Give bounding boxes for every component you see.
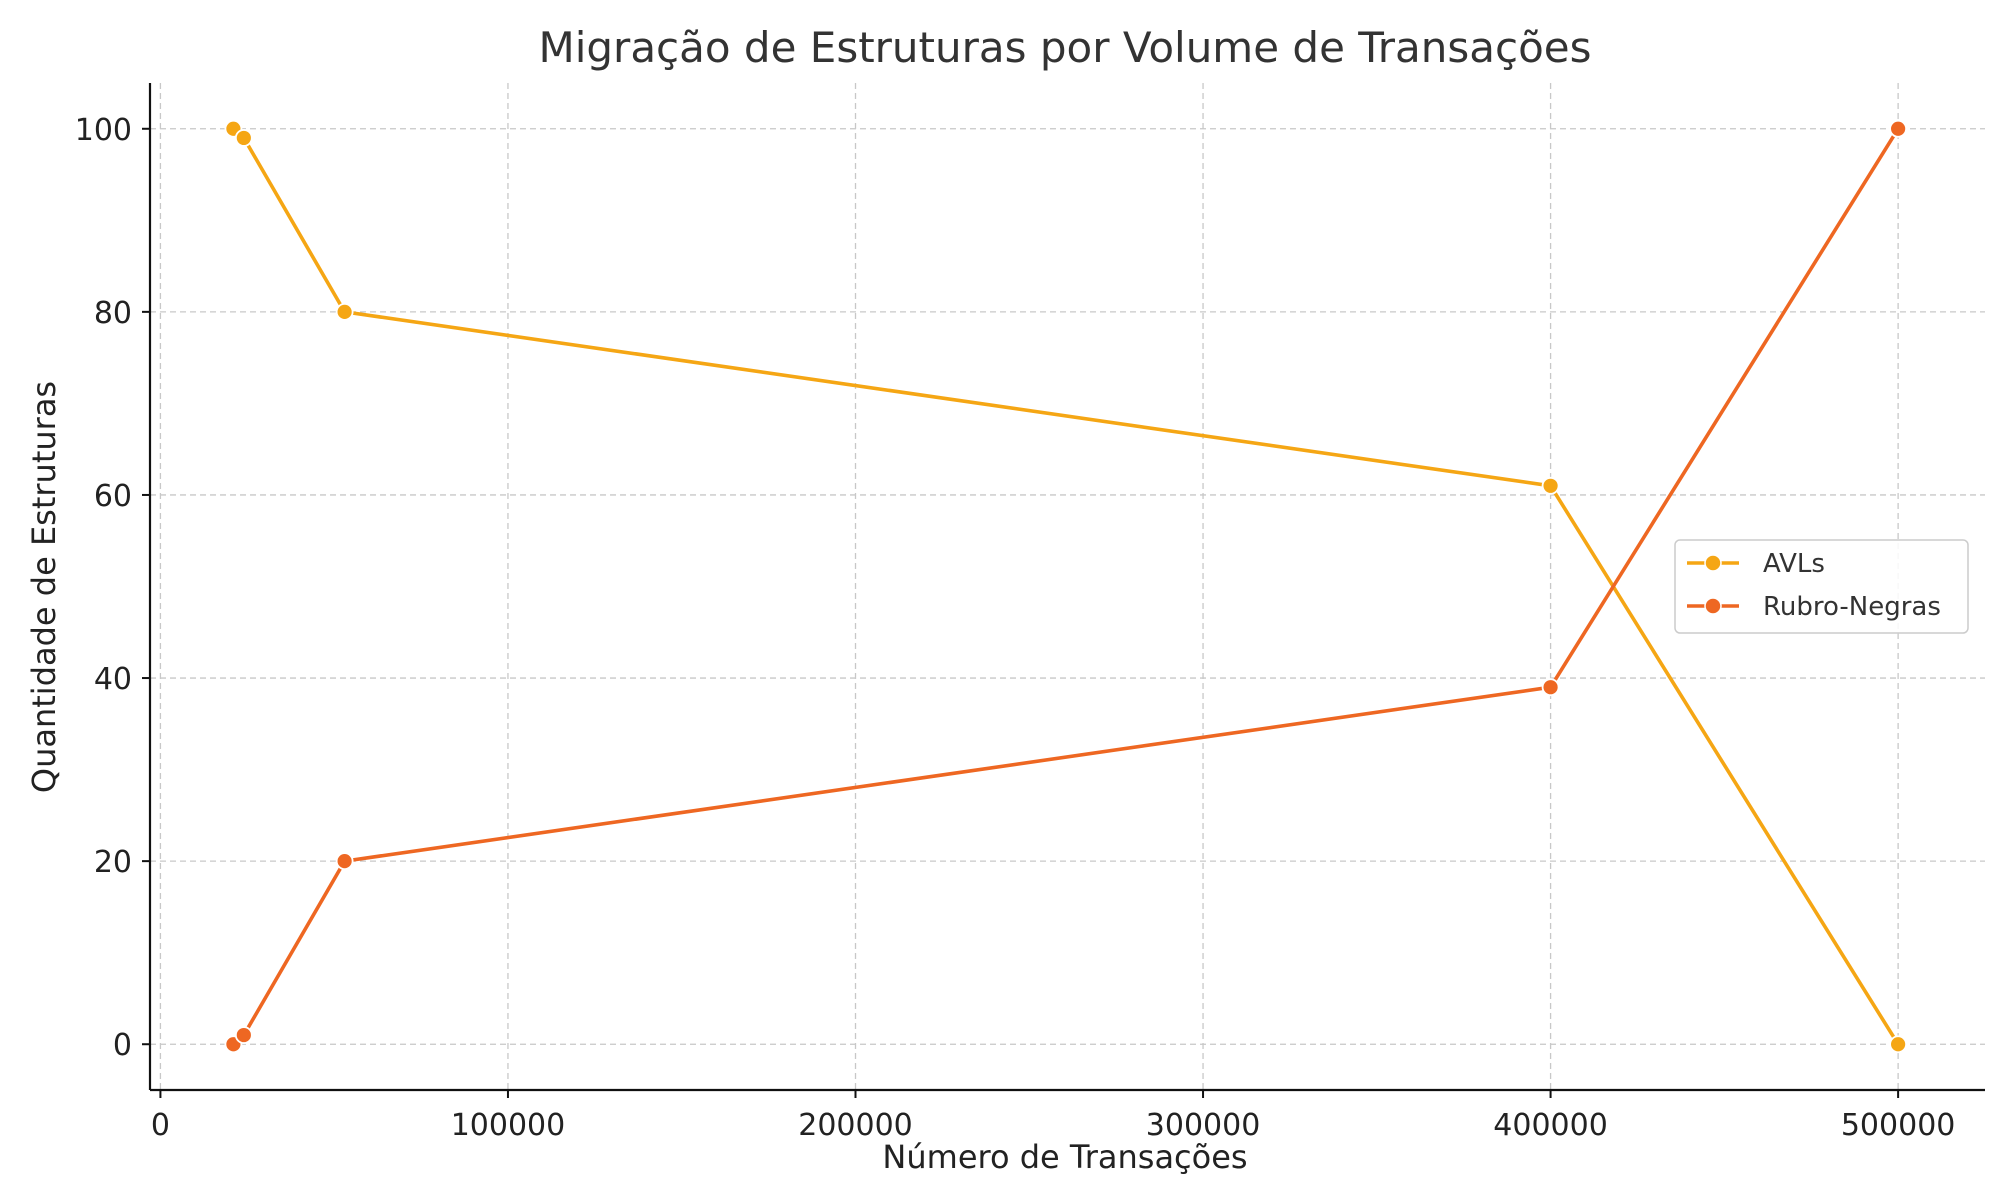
- legend-swatch-marker: [1704, 554, 1722, 572]
- y-tick-label: 0: [113, 1028, 132, 1063]
- data-point-rubro-negras: [1889, 119, 1908, 138]
- legend-label: Rubro-Negras: [1763, 592, 1941, 622]
- x-axis-label: Número de Transações: [882, 1138, 1247, 1176]
- x-tick-label: 400000: [1493, 1108, 1608, 1143]
- y-axis-label: Quantidade de Estruturas: [25, 381, 63, 793]
- data-point-rubro-negras: [234, 1026, 253, 1044]
- series-line-avls: [232, 127, 1900, 1046]
- y-tick-label: 80: [94, 296, 132, 331]
- y-tick-label: 60: [94, 479, 132, 514]
- series-rubro-negras: [224, 119, 1908, 1054]
- series-layer: [224, 119, 1908, 1054]
- series-avls: [224, 119, 1908, 1054]
- data-point-avls: [1541, 476, 1560, 495]
- x-tick-label: 300000: [1146, 1108, 1261, 1143]
- data-point-avls: [234, 129, 253, 147]
- x-tick-label: 500000: [1841, 1108, 1956, 1143]
- x-tick-label: 200000: [798, 1108, 913, 1143]
- axes: [148, 83, 1985, 1092]
- legend-label: AVLs: [1763, 549, 1825, 579]
- x-tick-label: 0: [151, 1108, 170, 1143]
- legend-item-rubro-negras: Rubro-Negras: [1687, 592, 1941, 622]
- x-tick-label: 100000: [451, 1108, 566, 1143]
- data-point-avls: [335, 302, 354, 321]
- legend: AVLs Rubro-Negras: [1674, 539, 1969, 634]
- tick-labels: 0 100000 200000 300000 400000 500000 0 20 40 60 80…: [75, 113, 1956, 1143]
- y-tick-label: 100: [75, 113, 132, 148]
- data-point-rubro-negras: [335, 852, 354, 871]
- series-line-rubro-negras: [232, 127, 1900, 1046]
- data-point-rubro-negras: [1541, 678, 1560, 697]
- legend-item-avls: AVLs: [1687, 549, 1825, 579]
- y-tick-label: 20: [94, 845, 132, 880]
- data-point-avls: [1889, 1035, 1908, 1054]
- y-tick-label: 40: [94, 662, 132, 697]
- chart-title: Migração de Estruturas por Volume de Tra…: [538, 23, 1591, 72]
- legend-swatch-marker: [1704, 597, 1722, 615]
- legend-box: [1674, 539, 1969, 634]
